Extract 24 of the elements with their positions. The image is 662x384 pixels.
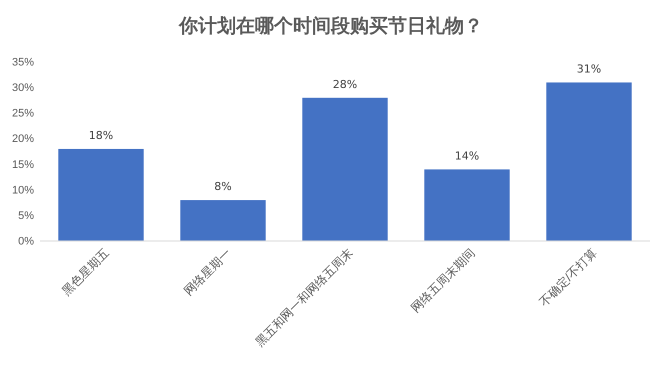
data-label: 31% [576, 62, 602, 76]
y-tick-label: 15% [12, 158, 34, 171]
bar [546, 82, 632, 241]
chart-title: 你计划在哪个时间段购买节日礼物？ [178, 15, 483, 37]
data-label: 18% [88, 128, 114, 142]
bar [180, 200, 266, 241]
bar [302, 98, 388, 241]
y-tick-label: 35% [12, 56, 34, 69]
y-tick-label: 0% [18, 236, 34, 248]
bar [58, 148, 144, 241]
y-tick-label: 25% [12, 108, 34, 120]
data-label: 8% [214, 180, 232, 194]
x-tick-label: 网络星期一 [181, 246, 234, 298]
x-tick-label: 不确定/不打算 [536, 246, 600, 310]
data-label: 28% [332, 78, 358, 91]
x-tick-label: 黑五和网一和网络五周末 [252, 246, 356, 350]
y-tick-label: 10% [12, 184, 34, 196]
x-tick-label: 网络五周末期间 [408, 246, 478, 316]
y-tick-label: 20% [12, 133, 34, 146]
x-tick-label: 黑色星期五 [59, 246, 112, 298]
y-tick-label: 5% [18, 210, 34, 222]
y-tick-label: 30% [12, 82, 34, 94]
data-label: 14% [454, 149, 480, 162]
bar [424, 169, 510, 241]
